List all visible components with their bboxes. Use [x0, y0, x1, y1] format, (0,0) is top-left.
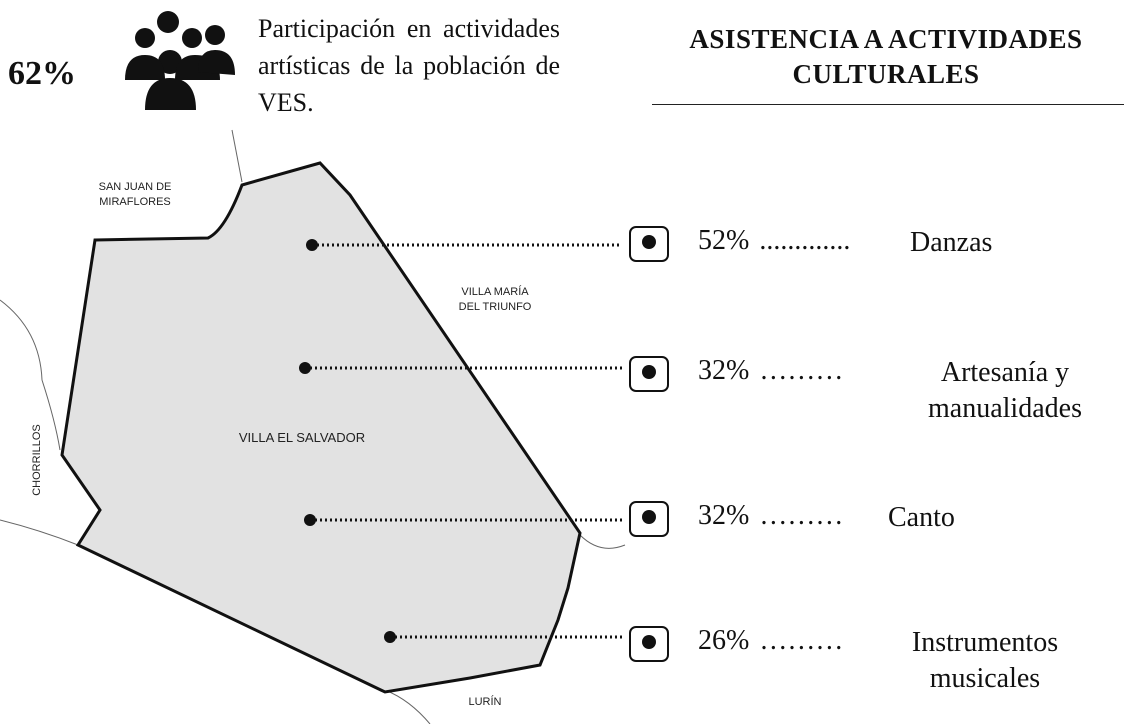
leader: .............	[759, 225, 851, 256]
activity-icon	[629, 501, 669, 537]
point	[299, 362, 311, 374]
activity-icon	[642, 365, 656, 379]
activity-name: Canto	[888, 502, 955, 533]
title-rule	[652, 104, 1124, 105]
activity-row: 32% ………	[698, 355, 843, 387]
percent: 52%	[698, 225, 750, 256]
map-label: VILLA EL SALVADOR	[239, 430, 365, 445]
point	[306, 239, 318, 251]
map-label: CHORRILLOS	[31, 424, 43, 496]
activity-row: 32% ………	[698, 500, 843, 532]
activity-icon	[642, 510, 656, 524]
activity-name: Artesanía y manualidades	[928, 357, 1082, 424]
people-icon	[125, 11, 235, 110]
activity-row: 26% ………	[698, 625, 843, 657]
activity-icon	[629, 356, 669, 392]
map-label: VILLA MARÍA DEL TRIUNFO	[459, 285, 532, 313]
leader: ………	[759, 500, 844, 531]
map-label: SAN JUAN DE MIRAFLORES	[99, 181, 172, 208]
activity-icon	[642, 635, 656, 649]
activity-icon	[629, 626, 669, 662]
leader: ………	[759, 625, 844, 656]
point	[384, 631, 396, 643]
percent: 26%	[698, 625, 750, 656]
percent: 32%	[698, 355, 750, 386]
activity-name: Danzas	[910, 227, 993, 258]
leader: ………	[759, 355, 844, 386]
map-label: LURÍN	[468, 695, 501, 708]
point	[304, 514, 316, 526]
percent: 32%	[698, 500, 750, 531]
title: ASISTENCIA A ACTIVIDADES CULTURALES	[689, 24, 1083, 89]
stat: 62%	[8, 55, 76, 92]
district-outline	[60, 161, 582, 694]
description: Participación en actividades artísticas …	[258, 14, 560, 117]
activity-row: 52%.............	[698, 225, 850, 257]
activity-name: Instrumentos musicales	[911, 627, 1059, 694]
activity-icon	[629, 226, 669, 262]
activity-icon	[642, 235, 656, 249]
